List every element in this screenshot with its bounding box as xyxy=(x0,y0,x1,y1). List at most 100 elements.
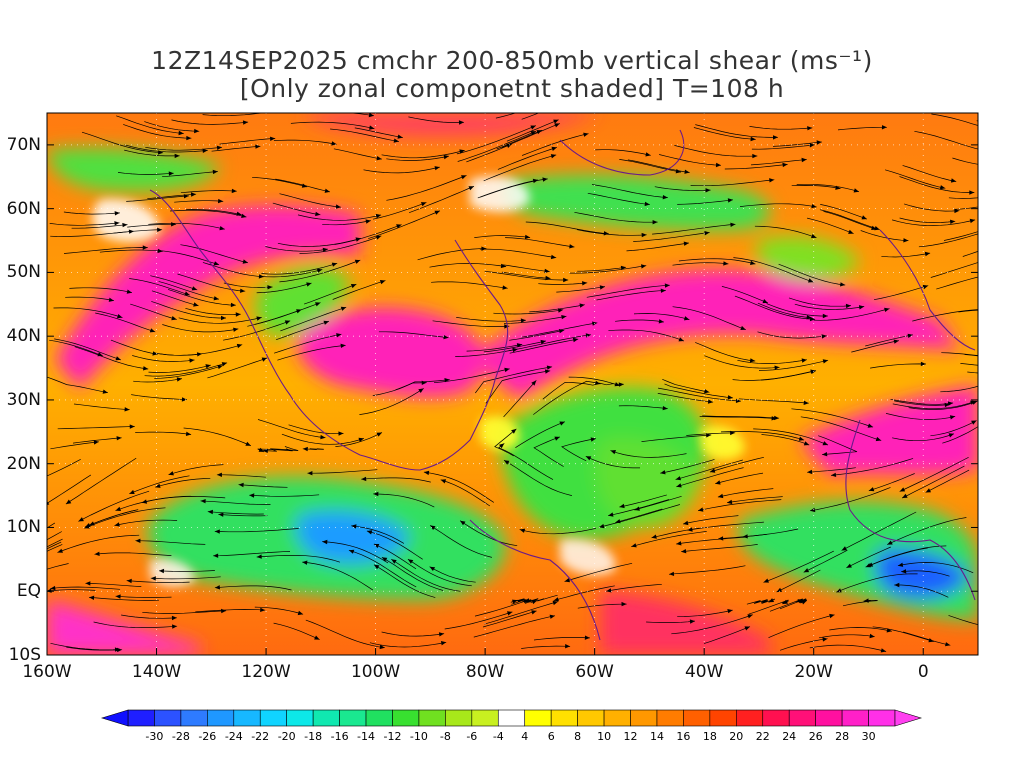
streamline xyxy=(116,115,184,134)
streamline xyxy=(167,289,236,306)
streamline-arrow xyxy=(434,210,440,215)
colorbar-swatch xyxy=(392,709,420,727)
streamline-arrow xyxy=(980,124,985,128)
streamline-arrow xyxy=(723,261,729,266)
coastline-africa-west xyxy=(845,419,976,601)
streamline xyxy=(724,164,788,170)
streamline xyxy=(484,270,569,281)
streamline-arrow xyxy=(893,339,899,344)
streamline xyxy=(931,113,978,126)
streamline-arrow xyxy=(126,289,132,294)
streamline-arrow xyxy=(523,599,529,604)
streamline xyxy=(257,419,326,439)
streamline-arrow xyxy=(744,626,750,631)
streamline xyxy=(521,322,598,338)
streamline xyxy=(693,127,756,140)
streamline xyxy=(373,493,435,508)
lat-label: EQ xyxy=(16,581,41,602)
streamline-arrow xyxy=(306,282,312,287)
streamline xyxy=(299,235,382,254)
colorbar-level-label: 8 xyxy=(574,730,581,743)
streamline xyxy=(354,127,403,138)
streamline xyxy=(180,244,249,264)
colorbar-level-label: -10 xyxy=(410,730,428,743)
streamline-arrow xyxy=(297,610,304,616)
streamline xyxy=(273,139,337,145)
streamline-arrow xyxy=(186,135,192,141)
streamline-arrow xyxy=(683,520,689,526)
streamline xyxy=(779,638,828,651)
streamline-arrow xyxy=(809,143,815,148)
streamline-arrow xyxy=(747,614,753,619)
streamline-arrow xyxy=(897,562,904,567)
streamline xyxy=(141,496,226,503)
streamline xyxy=(818,634,875,639)
colorbar-level-label: -30 xyxy=(145,730,163,743)
streamline xyxy=(948,615,978,625)
streamline xyxy=(475,366,553,394)
streamline xyxy=(733,257,814,283)
streamline xyxy=(277,344,346,361)
streamline xyxy=(763,550,834,583)
streamline xyxy=(254,309,302,325)
streamline xyxy=(664,383,733,399)
streamline xyxy=(702,415,780,419)
streamline xyxy=(841,511,917,551)
streamline-arrow xyxy=(168,471,174,476)
streamline xyxy=(690,179,775,187)
streamline-arrow xyxy=(575,96,580,100)
streamline-arrow xyxy=(884,307,890,312)
streamline xyxy=(596,290,666,301)
streamline xyxy=(54,338,122,361)
streamline-arrow xyxy=(807,126,813,131)
streamline xyxy=(50,642,121,651)
streamline xyxy=(903,631,951,646)
colorbar-level-label: -24 xyxy=(225,730,243,743)
streamline xyxy=(704,355,780,369)
streamline-arrow xyxy=(1004,240,1010,244)
streamline-arrow xyxy=(563,277,569,283)
lon-label: 140W xyxy=(131,662,182,682)
streamline-arrow xyxy=(511,428,517,434)
streamline xyxy=(914,130,978,150)
easterly-west-africa xyxy=(595,437,700,528)
streamline xyxy=(503,315,567,324)
colorbar-swatch xyxy=(154,709,182,727)
streamline-arrow xyxy=(868,487,875,492)
streamline xyxy=(135,431,192,435)
streamline xyxy=(94,552,172,556)
streamline xyxy=(890,398,954,405)
streamline xyxy=(49,339,103,357)
streamline xyxy=(115,595,172,598)
jet-band-north-pacific xyxy=(55,205,360,390)
streamline-arrow xyxy=(924,251,931,257)
streamline xyxy=(533,380,601,415)
streamline-arrow xyxy=(238,482,244,488)
streamline xyxy=(829,627,892,632)
easterly-arctic-west xyxy=(47,148,220,192)
streamline xyxy=(820,204,868,220)
lat-label: 10N xyxy=(6,517,41,538)
streamline xyxy=(803,549,848,573)
streamline-arrow xyxy=(142,245,148,250)
streamline-arrow xyxy=(354,259,361,264)
streamline-arrow xyxy=(65,499,72,505)
lon-label: 20W xyxy=(794,662,833,682)
streamline-arrow xyxy=(181,397,187,402)
streamline xyxy=(606,583,662,592)
streamline xyxy=(280,306,347,332)
streamline xyxy=(608,499,670,516)
streamline xyxy=(85,582,142,587)
streamline-arrow xyxy=(554,123,560,128)
streamline-arrow xyxy=(651,534,657,539)
streamline-arrow xyxy=(379,280,386,285)
streamline xyxy=(89,597,160,601)
streamline xyxy=(183,427,252,447)
streamline-arrow xyxy=(114,522,120,527)
streamline-arrow xyxy=(922,284,929,290)
streamline xyxy=(610,450,687,458)
easterly-europe xyxy=(756,236,860,280)
streamline xyxy=(587,192,650,205)
colorbar-level-label: 28 xyxy=(835,730,849,743)
streamline-arrow xyxy=(143,366,149,371)
